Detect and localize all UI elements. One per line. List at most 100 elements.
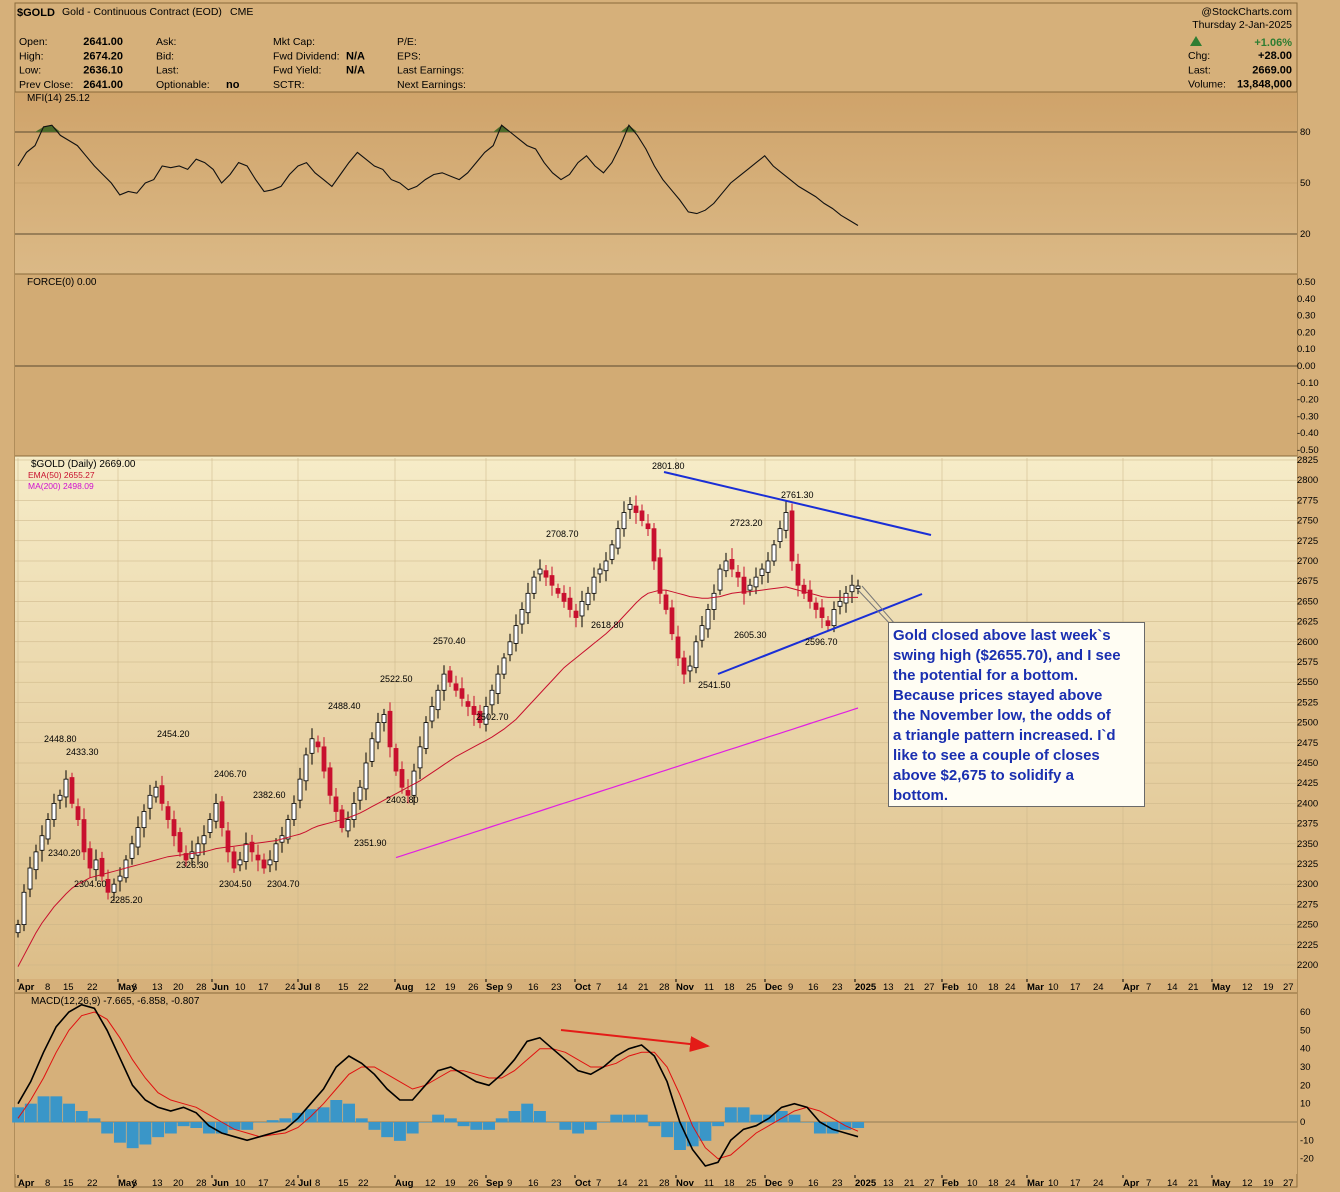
header: $GOLD Gold - Continuous Contract (EOD) C… bbox=[17, 6, 1292, 91]
upper-trendline bbox=[663, 471, 932, 536]
x-axis-label: 16 bbox=[528, 982, 539, 993]
field-label: EPS: bbox=[397, 50, 421, 62]
macd-histogram-bar bbox=[355, 1118, 368, 1123]
x-axis-label: 12 bbox=[425, 982, 436, 993]
price-annotation: 2406.70 bbox=[214, 769, 247, 779]
candle-body bbox=[501, 657, 507, 675]
x-axis-label: 17 bbox=[258, 1178, 269, 1189]
candle-body bbox=[75, 806, 81, 820]
price-tick-label: 2400 bbox=[1297, 798, 1318, 809]
candle-body bbox=[579, 601, 585, 617]
x-axis-label: 19 bbox=[1263, 1178, 1274, 1189]
candle-body bbox=[447, 670, 453, 683]
price-annotation: 2541.50 bbox=[698, 680, 731, 690]
x-axis-label: 28 bbox=[659, 1178, 670, 1189]
candle-body bbox=[435, 689, 441, 711]
field-label: Volume: bbox=[1188, 79, 1226, 91]
candle-body bbox=[309, 738, 315, 754]
macd-histogram-bar bbox=[788, 1114, 801, 1123]
candle-body bbox=[483, 706, 489, 725]
candle-body bbox=[21, 891, 27, 926]
field-label: Next Earnings: bbox=[397, 79, 466, 91]
force-tick-label: -0.10 bbox=[1297, 378, 1319, 389]
candle-body bbox=[723, 560, 729, 572]
x-axis-label: 21 bbox=[638, 1178, 649, 1189]
candle-body bbox=[789, 510, 795, 562]
x-axis-label: 17 bbox=[258, 982, 269, 993]
macd-histogram-bar bbox=[88, 1118, 101, 1123]
candle-body bbox=[477, 710, 483, 724]
x-axis-label: Apr bbox=[1123, 1178, 1140, 1189]
x-axis-label: 21 bbox=[638, 982, 649, 993]
force-tick-label: 0.10 bbox=[1297, 344, 1316, 355]
macd-tick-label: 60 bbox=[1300, 1007, 1311, 1018]
x-axis-label: 10 bbox=[1048, 1178, 1059, 1189]
candle-body bbox=[327, 767, 333, 796]
candle-body bbox=[813, 602, 819, 610]
macd-histogram-bar bbox=[419, 1122, 432, 1123]
candle-body bbox=[267, 859, 273, 866]
candle-body bbox=[399, 769, 405, 788]
price-annotation: 2570.40 bbox=[433, 636, 466, 646]
price-tick-label: 2750 bbox=[1297, 516, 1318, 527]
candle-body bbox=[687, 665, 693, 672]
candle-body bbox=[135, 827, 141, 848]
analyst-note: Gold closed above last week`s swing high… bbox=[888, 622, 1145, 807]
x-axis-label: May bbox=[1212, 982, 1231, 993]
candle-body bbox=[819, 607, 825, 618]
x-axis-label: 27 bbox=[1283, 1178, 1294, 1189]
force-tick-label: -0.20 bbox=[1297, 395, 1319, 406]
price-tick-label: 2675 bbox=[1297, 576, 1318, 587]
macd-histogram-bar bbox=[279, 1118, 292, 1123]
x-axis-label: 25 bbox=[746, 1178, 757, 1189]
candle-body bbox=[33, 851, 39, 871]
candle-body bbox=[249, 841, 255, 853]
candle-body bbox=[45, 819, 51, 840]
candle-body bbox=[51, 803, 57, 820]
x-axis-label: 24 bbox=[1005, 982, 1016, 993]
force-tick-label: 0.40 bbox=[1297, 294, 1316, 305]
macd-histogram-bar bbox=[432, 1114, 445, 1123]
x-axis-label: 23 bbox=[551, 982, 562, 993]
x-axis-label: 2025 bbox=[855, 982, 877, 993]
field-label: Fwd Yield: bbox=[273, 65, 321, 77]
x-axis-label: 6 bbox=[132, 982, 137, 993]
candle-body bbox=[825, 620, 831, 627]
x-axis-label: 26 bbox=[468, 982, 479, 993]
candle-body bbox=[783, 512, 789, 531]
x-axis-label: 28 bbox=[196, 982, 207, 993]
candle-body bbox=[153, 786, 159, 798]
candle-body bbox=[15, 924, 21, 934]
field-value: 13,848,000 bbox=[1237, 79, 1292, 91]
callout-pointer bbox=[857, 589, 893, 627]
field-value: 2641.00 bbox=[83, 79, 123, 91]
candle-body bbox=[261, 859, 267, 869]
candle-body bbox=[57, 794, 63, 801]
x-axis-label: 8 bbox=[45, 982, 50, 993]
force-tick-label: 0.50 bbox=[1297, 277, 1316, 288]
price-annotation: 2454.20 bbox=[157, 729, 190, 739]
x-axis-label: 15 bbox=[338, 1178, 349, 1189]
macd-histogram-bar bbox=[699, 1122, 712, 1141]
x-axis-label: 7 bbox=[596, 982, 601, 993]
field-value: 2636.10 bbox=[83, 65, 123, 77]
price-tick-label: 2775 bbox=[1297, 495, 1318, 506]
price-annotation: 2502.70 bbox=[476, 712, 509, 722]
macd-histogram-bar bbox=[12, 1107, 25, 1123]
candle-body bbox=[297, 778, 303, 801]
x-axis-label: 14 bbox=[1167, 982, 1178, 993]
x-axis-label: 18 bbox=[988, 1178, 999, 1189]
price-tick-label: 2525 bbox=[1297, 697, 1318, 708]
candle-body bbox=[93, 859, 99, 871]
field-value: +28.00 bbox=[1258, 50, 1292, 62]
x-axis-label: 20 bbox=[173, 1178, 184, 1189]
x-axis-label: 24 bbox=[1093, 982, 1104, 993]
candle-body bbox=[351, 803, 357, 820]
candle-body bbox=[513, 625, 519, 644]
x-axis-label: Aug bbox=[395, 1178, 414, 1189]
macd-histogram-bar bbox=[317, 1107, 330, 1123]
candle-body bbox=[645, 523, 651, 530]
macd-histogram-bar bbox=[750, 1114, 763, 1123]
macd-histogram-bar bbox=[393, 1122, 406, 1141]
force-tick-label: -0.50 bbox=[1297, 445, 1319, 456]
